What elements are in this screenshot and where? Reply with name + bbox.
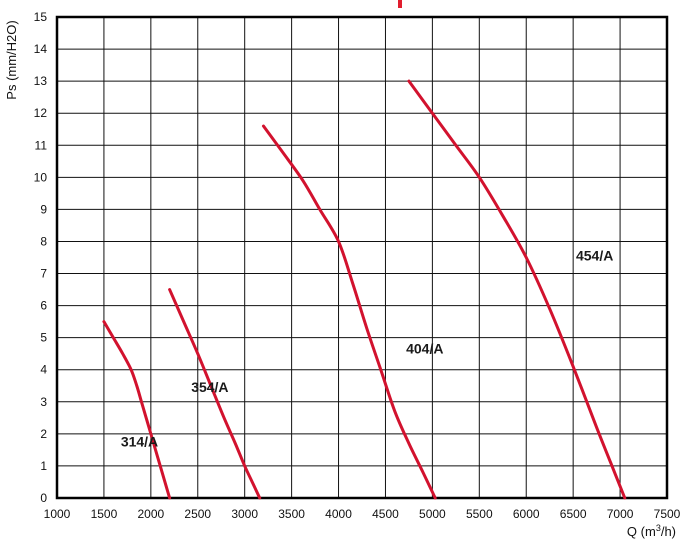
y-tick-label: 9 — [40, 202, 47, 216]
y-axis-title: Ps (mm/H2O) — [4, 20, 19, 99]
y-tick-label: 10 — [34, 170, 48, 184]
x-tick-label: 4500 — [372, 507, 399, 521]
series-line-404-a — [261, 124, 437, 500]
x-tick-label: 5500 — [466, 507, 493, 521]
y-tick-label: 1 — [40, 459, 47, 473]
y-tick-label: 14 — [34, 42, 48, 56]
x-tick-label: 2000 — [137, 507, 164, 521]
series-label: 354/A — [191, 379, 228, 395]
y-tick-label: 2 — [40, 427, 47, 441]
y-tick-label: 6 — [40, 299, 47, 313]
series-lines — [102, 79, 627, 500]
x-tick-label: 4000 — [325, 507, 352, 521]
y-tick-label: 15 — [34, 10, 48, 24]
axes: Ps (mm/H2O) Q (m3/h) 1000 1500 2000 2500 300… — [4, 10, 681, 539]
series-line-454-a — [407, 79, 627, 500]
x-tick-label: 6500 — [560, 507, 587, 521]
x-tick-label: 1500 — [91, 507, 118, 521]
x-axis-title: Q (m3/h) — [627, 523, 676, 539]
y-tick-label: 0 — [40, 491, 47, 505]
x-tick-label: 3000 — [231, 507, 258, 521]
x-tick-label: 2500 — [184, 507, 211, 521]
y-tick-label: 12 — [34, 106, 48, 120]
series-labels: 314/A 354/A 404/A 454/A — [121, 248, 614, 450]
series-label: 454/A — [576, 248, 613, 264]
y-tick-label: 13 — [34, 74, 48, 88]
series-line-354-a — [168, 288, 262, 500]
x-tick-label: 7500 — [654, 507, 681, 521]
x-tick-label: 1000 — [44, 507, 71, 521]
x-axis-title-suffix: /h) — [661, 524, 676, 539]
series-line-314-a — [102, 320, 172, 500]
series-label: 314/A — [121, 434, 158, 450]
x-tick-label: 5000 — [419, 507, 446, 521]
y-tick-label: 5 — [40, 331, 47, 345]
y-tick-label: 11 — [35, 138, 48, 152]
y-tick-label: 8 — [40, 234, 47, 248]
plot-frame — [55, 15, 669, 500]
x-tick-label: 6000 — [513, 507, 540, 521]
x-tick-label: 3500 — [278, 507, 305, 521]
x-axis-title-main: Q (m — [627, 524, 656, 539]
series-label: 404/A — [406, 341, 443, 357]
y-tick-label: 7 — [40, 267, 47, 281]
x-tick-label: 7000 — [607, 507, 634, 521]
y-tick-label: 3 — [40, 395, 47, 409]
grid — [55, 15, 669, 500]
y-tick-label: 4 — [40, 363, 47, 377]
x-axis-title-superscript: 3 — [656, 523, 661, 533]
